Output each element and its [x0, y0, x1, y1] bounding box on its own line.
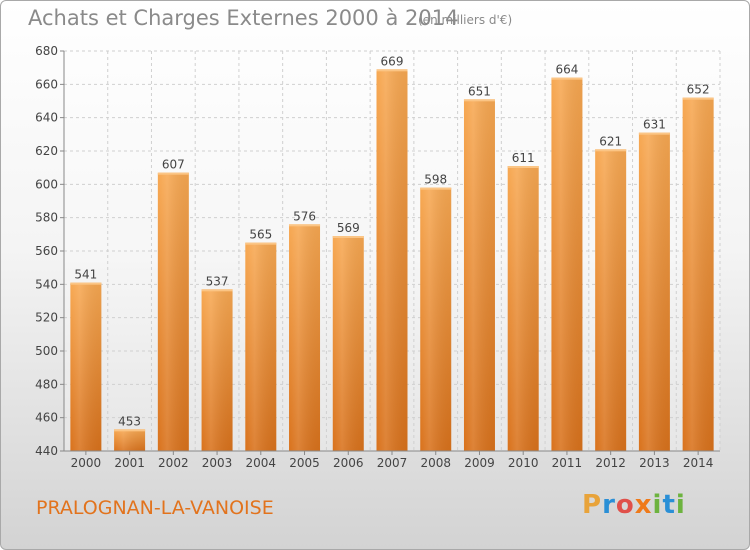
bar-top [638, 132, 670, 135]
bar-shine [289, 224, 321, 451]
bar-top [332, 236, 364, 238]
bar-shine [70, 282, 102, 451]
y-tick-label: 640 [35, 111, 58, 125]
logo-letter: i [675, 490, 686, 520]
value-label: 651 [468, 84, 491, 98]
y-tick-label: 680 [35, 44, 58, 58]
y-tick-label: 580 [35, 211, 58, 225]
y-tick-label: 620 [35, 144, 58, 158]
logo-letter: P [582, 490, 603, 520]
y-tick-label: 440 [35, 444, 58, 458]
bar-top [507, 166, 539, 168]
x-tick-label: 2001 [114, 456, 145, 470]
value-label: 453 [118, 414, 141, 428]
value-label: 607 [162, 158, 185, 172]
value-label: 652 [687, 83, 710, 97]
bar-top [70, 282, 102, 285]
x-tick-label: 2004 [246, 456, 277, 470]
x-tick-label: 2002 [158, 456, 189, 470]
bar-shine [245, 242, 277, 451]
y-tick-label: 480 [35, 377, 58, 391]
y-tick-label: 600 [35, 177, 58, 191]
x-tick-label: 2006 [333, 456, 364, 470]
logo-letter: i [652, 490, 663, 520]
value-label: 541 [74, 268, 97, 282]
proxiti-logo: Proxiti [582, 490, 686, 520]
x-tick-label: 2007 [377, 456, 408, 470]
logo-letter: r [602, 490, 616, 520]
bar-top [376, 69, 408, 72]
y-tick-label: 660 [35, 77, 58, 91]
bar-shine [376, 69, 408, 451]
logo-letter: t [662, 490, 676, 520]
x-tick-label: 2014 [683, 456, 714, 470]
bar-shine [332, 236, 364, 451]
bar-shine [638, 132, 670, 451]
x-tick-label: 2000 [71, 456, 102, 470]
bar-top [114, 429, 146, 432]
bar-shine [551, 77, 583, 452]
bar-top [595, 149, 627, 152]
x-tick-label: 2003 [202, 456, 233, 470]
y-tick-label: 560 [35, 244, 58, 258]
location-label: PRALOGNAN-LA-VANOISE [36, 497, 274, 519]
value-label: 669 [381, 54, 404, 68]
logo-letter: x [634, 490, 653, 520]
value-label: 611 [512, 151, 535, 165]
y-tick-label: 520 [35, 311, 58, 325]
value-label: 598 [424, 173, 447, 187]
chart-subtitle: (en milliers d'€) [418, 13, 513, 27]
bar-top [463, 99, 495, 102]
y-tick-label: 460 [35, 411, 58, 425]
bar-top [420, 187, 452, 190]
bar-shine [201, 289, 233, 451]
bar-shine [157, 172, 189, 451]
bar-top [157, 172, 189, 175]
bar-shine [682, 97, 714, 452]
value-label: 631 [643, 118, 666, 132]
x-tick-label: 2008 [420, 456, 451, 470]
bar-shine [595, 149, 627, 452]
bar-top [289, 224, 321, 227]
bar-shine [463, 99, 495, 451]
bar-top [201, 289, 233, 292]
y-tick-label: 500 [35, 344, 58, 358]
chart-title: Achats et Charges Externes 2000 à 2014 [28, 6, 459, 30]
value-label: 537 [206, 274, 229, 288]
value-label: 664 [555, 63, 578, 77]
value-label: 565 [249, 228, 272, 242]
bar-shine [114, 429, 146, 451]
bars: 541 453 607 537 565 576 569 669 598 651 611 664 621 6… [70, 54, 714, 452]
bar-shine [507, 166, 539, 451]
bar-shine [420, 187, 452, 451]
value-label: 621 [599, 134, 622, 148]
bar-top [245, 242, 277, 245]
x-tick-label: 2013 [639, 456, 670, 470]
x-tick-label: 2005 [289, 456, 320, 470]
axes: 440 460 480 500 520 540 560 580 600 620 640 660 680 2… [35, 44, 720, 470]
value-label: 569 [337, 221, 360, 235]
y-tick-label: 540 [35, 277, 58, 291]
x-tick-label: 2011 [552, 456, 583, 470]
bar-top [551, 77, 583, 80]
value-label: 576 [293, 209, 316, 223]
x-tick-label: 2009 [464, 456, 495, 470]
x-tick-label: 2012 [595, 456, 626, 470]
logo-letter: o [615, 490, 635, 520]
bar-top [682, 97, 714, 100]
x-tick-label: 2010 [508, 456, 539, 470]
